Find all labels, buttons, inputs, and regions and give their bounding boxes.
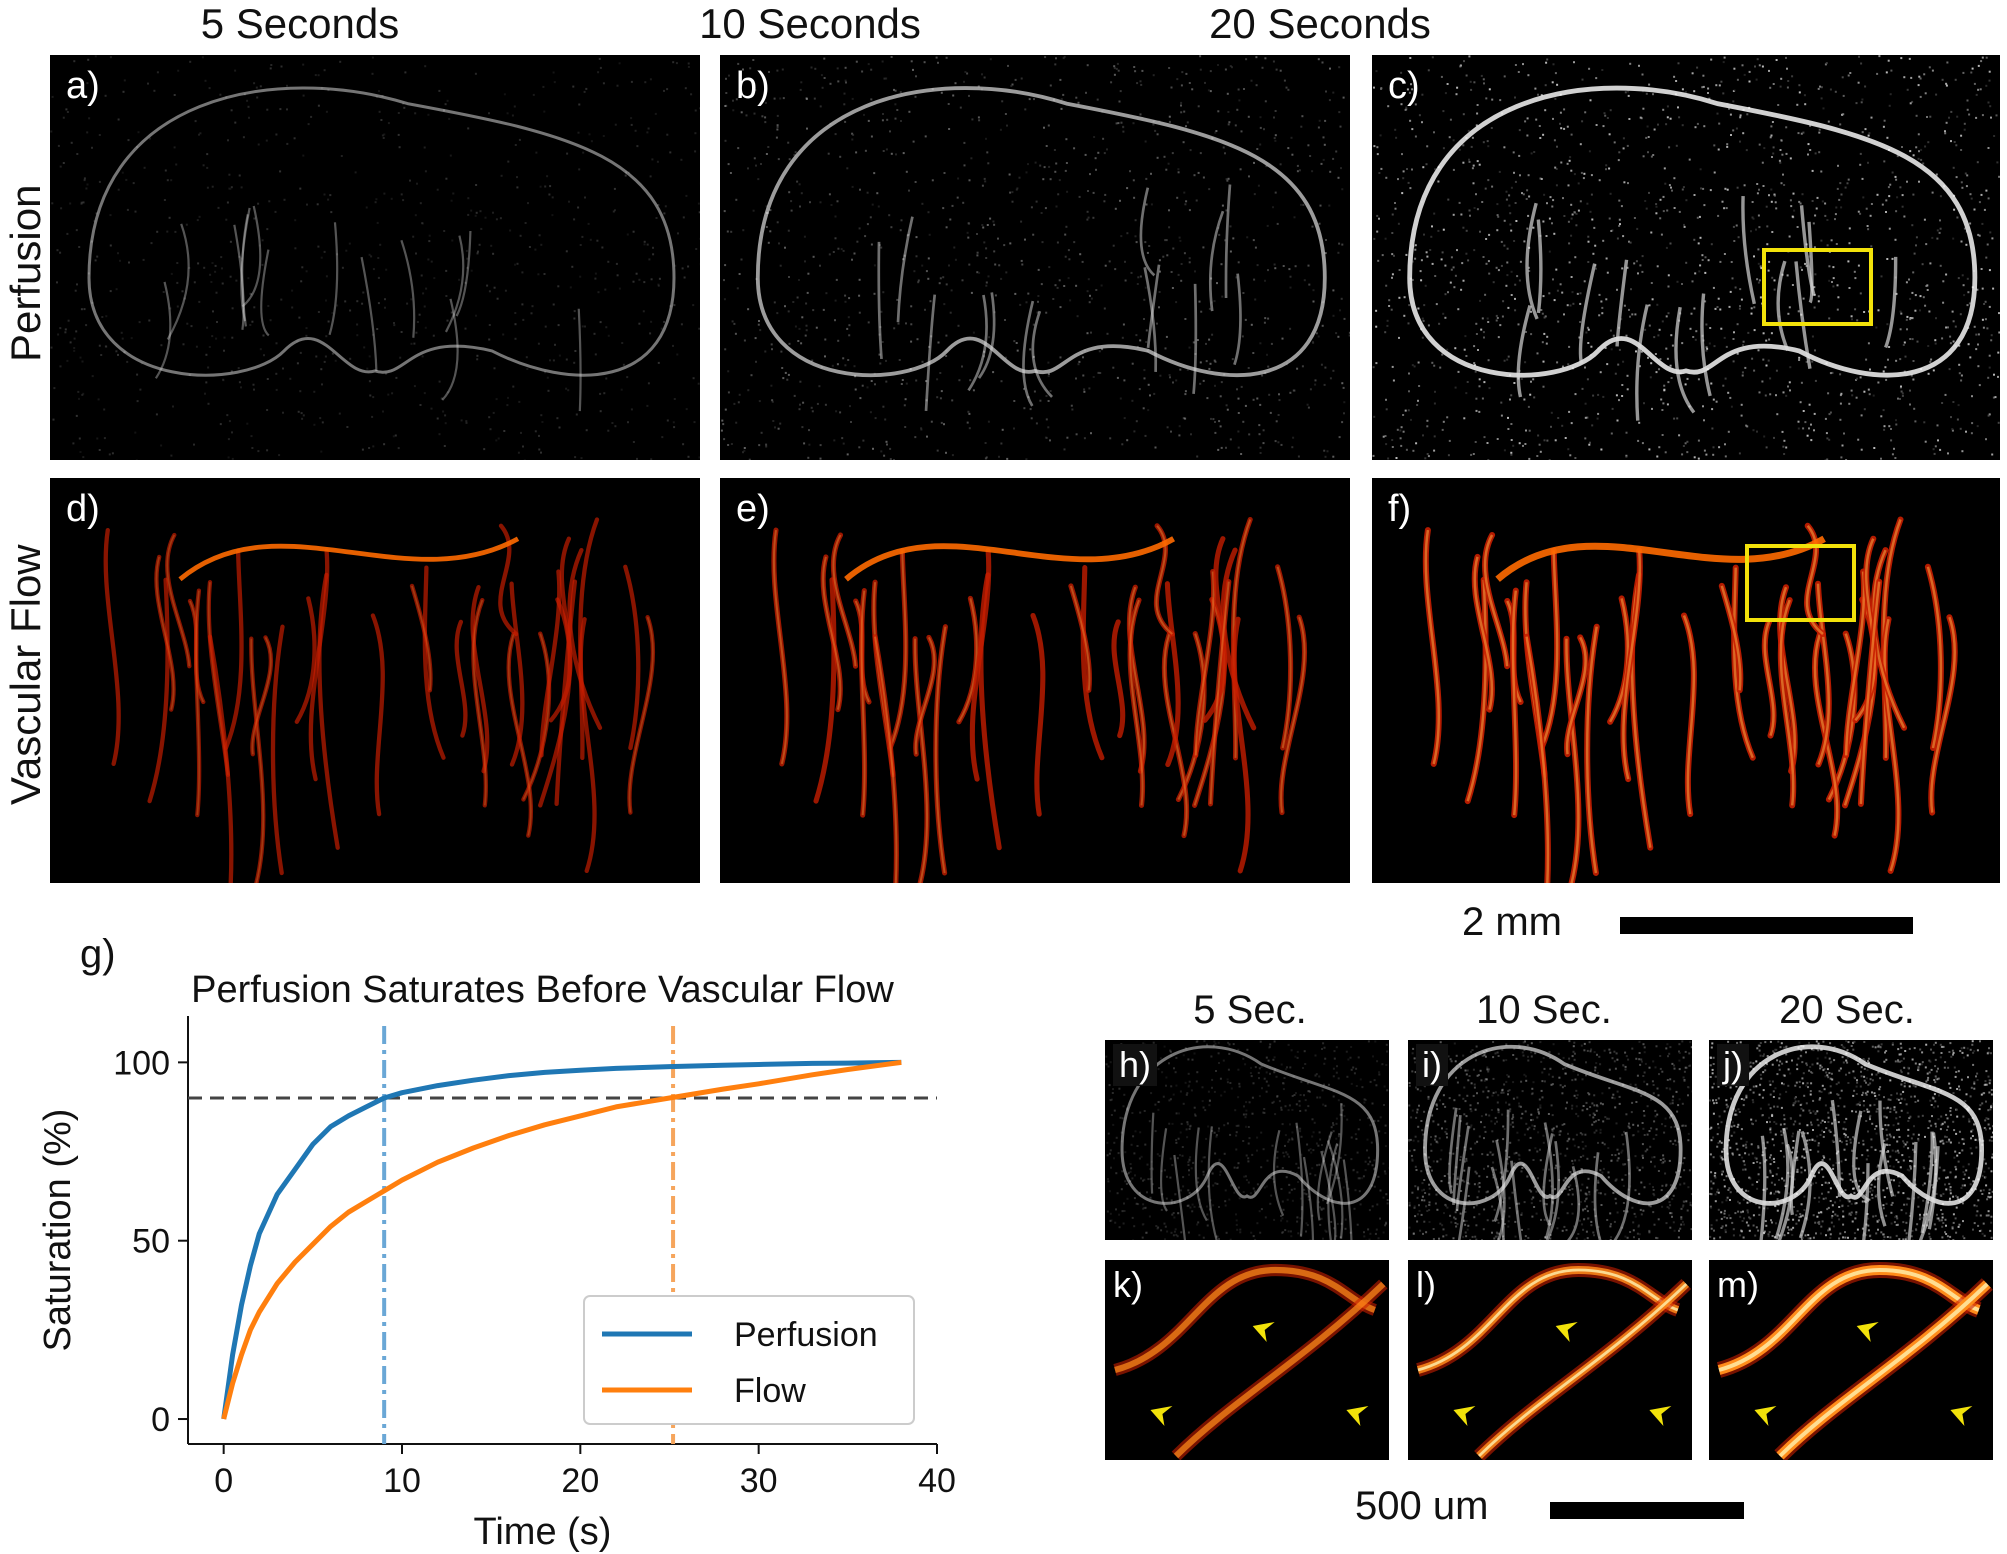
panel-flow-20s: f) xyxy=(1372,478,2000,883)
panel-label: i) xyxy=(1416,1044,1448,1086)
series-line-flow xyxy=(221,1059,902,1420)
inset-col-title-10s: 10 Sec. xyxy=(1476,988,1612,1032)
series-line-perfusion xyxy=(221,1059,902,1420)
inset-flow-image xyxy=(1105,1260,1389,1460)
panel-label: m) xyxy=(1717,1264,1759,1305)
perfusion-image xyxy=(50,55,700,460)
row-title-vascular-flow: Vascular Flow xyxy=(2,544,49,805)
roi-highlight-box xyxy=(1745,544,1856,622)
inset-perfusion-20s: j) xyxy=(1709,1040,1993,1240)
panel-flow-5s: d) xyxy=(50,478,700,883)
y-axis-label: Saturation (%) xyxy=(37,1109,79,1352)
panel-perfusion-20s: c) xyxy=(1372,55,2000,460)
col-title-5s: 5 Seconds xyxy=(200,0,400,47)
inset-col-title-20s: 20 Sec. xyxy=(1779,988,1915,1032)
col-title-10s: 10 Seconds xyxy=(699,0,921,47)
chart-panel-label: g) xyxy=(80,932,116,976)
x-tick-label: 10 xyxy=(383,1462,421,1500)
inset-col-title-5s: 5 Sec. xyxy=(1193,988,1307,1032)
panel-label: f) xyxy=(1388,488,1412,530)
inset-flow-5s: k) xyxy=(1105,1260,1389,1460)
y-tick-label: 50 xyxy=(132,1223,170,1261)
inset-perfusion-10s: i) xyxy=(1408,1040,1692,1240)
vascular-flow-image xyxy=(720,478,1350,883)
saturation-chart: Perfusion Saturates Before Vascular Flow… xyxy=(37,969,956,1553)
perfusion-image xyxy=(1372,55,2000,460)
panel-label: d) xyxy=(66,488,100,530)
inset-perfusion-5s: h) xyxy=(1105,1040,1389,1240)
y-tick-label: 100 xyxy=(113,1044,170,1082)
legend-label: Flow xyxy=(734,1372,806,1410)
inset-flow-image xyxy=(1408,1260,1692,1460)
x-tick-label: 40 xyxy=(918,1462,956,1500)
panel-label: h) xyxy=(1113,1044,1158,1086)
scalebar-2mm xyxy=(1620,917,1913,934)
inset-flow-image xyxy=(1709,1260,1993,1460)
panel-label: c) xyxy=(1388,65,1420,107)
inset-flow-20s: m) xyxy=(1709,1260,1993,1460)
panel-label: j) xyxy=(1717,1044,1749,1086)
roi-highlight-box xyxy=(1762,248,1873,326)
panel-perfusion-10s: b) xyxy=(720,55,1350,460)
inset-flow-10s: l) xyxy=(1408,1260,1692,1460)
y-tick-label: 0 xyxy=(151,1401,170,1439)
perfusion-image xyxy=(720,55,1350,460)
x-axis-label: Time (s) xyxy=(474,1511,612,1553)
inset-perfusion-image xyxy=(1408,1040,1692,1240)
vascular-flow-image xyxy=(50,478,700,883)
panel-perfusion-5s: a) xyxy=(50,55,700,460)
x-tick-label: 0 xyxy=(214,1462,233,1500)
x-tick-label: 30 xyxy=(740,1462,778,1500)
chart-title: Perfusion Saturates Before Vascular Flow xyxy=(191,969,894,1011)
panel-label: a) xyxy=(66,65,100,107)
inset-perfusion-image xyxy=(1709,1040,1993,1240)
panel-label: l) xyxy=(1416,1264,1436,1305)
panel-flow-10s: e) xyxy=(720,478,1350,883)
col-title-20s: 20 Seconds xyxy=(1209,0,1431,47)
vascular-flow-image xyxy=(1372,478,2000,883)
panel-label: k) xyxy=(1113,1264,1143,1305)
scalebar-label-2mm: 2 mm xyxy=(1462,900,1562,944)
x-tick-label: 20 xyxy=(561,1462,599,1500)
panel-label: e) xyxy=(736,488,770,530)
scalebar-label-500um: 500 um xyxy=(1355,1484,1489,1528)
scalebar-500um xyxy=(1550,1502,1744,1519)
panel-label: b) xyxy=(736,65,770,107)
legend-label: Perfusion xyxy=(734,1316,878,1354)
row-title-perfusion: Perfusion xyxy=(2,184,49,362)
